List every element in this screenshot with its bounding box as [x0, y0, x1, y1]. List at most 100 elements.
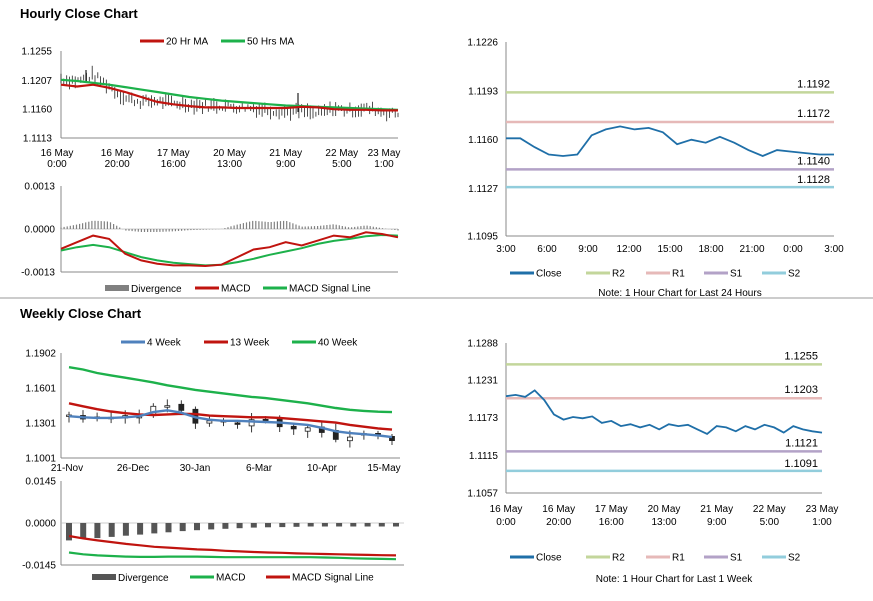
hourly-price-xtick-date: 17 May [157, 148, 190, 159]
weekly-close-xtick-date: 21 May [700, 504, 733, 515]
hourly-close-xtick: 3:00 [824, 244, 844, 255]
hourly-close-xtick: 21:00 [739, 244, 764, 255]
weekly-4week-line [68, 409, 393, 439]
hourly-macd-ytick: -0.0013 [21, 268, 55, 279]
weekly-macd-line [68, 551, 397, 561]
hourly-50hr-ma-line [60, 78, 399, 111]
hourly-close-ytick: 1.1226 [467, 38, 498, 49]
weekly-divergence-bar [122, 523, 129, 536]
hourly-close-close-line [506, 125, 834, 157]
hourly-price-xtick-time: 16:00 [161, 159, 186, 170]
hourly-close-xtick: 9:00 [578, 244, 598, 255]
weekly-close-xtick-time: 13:00 [651, 517, 676, 528]
weekly-candle-body [164, 405, 171, 408]
hourly-close-xtick: 3:00 [496, 244, 516, 255]
weekly-close-s1-label: 1.1121 [785, 437, 818, 449]
weekly-divergence-bar [307, 523, 314, 527]
weekly-candle-body [206, 420, 213, 424]
weekly-close-xtick-time: 0:00 [496, 517, 516, 528]
hourly-close-chart: 1.1226 1.1193 1.1160 1.1127 1.1095 1.1192 1.11… [467, 38, 844, 300]
hourly-macd-legend-label: MACD [221, 284, 250, 295]
weekly-divergence-bar [279, 523, 286, 528]
weekly-close-r1-label: 1.1203 [784, 384, 818, 396]
weekly-close-xtick-date: 16 May [490, 504, 523, 515]
weekly-divergence-bar [165, 523, 172, 533]
hourly-close-s2-legend-label: S2 [788, 269, 801, 280]
weekly-close-xtick-date: 22 May [753, 504, 786, 515]
weekly-13week-line [68, 402, 393, 431]
hourly-price-xtick-time: 9:00 [276, 159, 296, 170]
weekly-divergence-legend-swatch [92, 574, 116, 580]
hourly-close-note: Note: 1 Hour Chart for Last 24 Hours [598, 288, 761, 299]
weekly-close-chart: 1.1288 1.1231 1.1173 1.1115 1.1057 1.1255 1.12… [467, 339, 838, 586]
hourly-close-s1-label: 1.1140 [797, 155, 830, 167]
weekly-close-xtick-date: 23 May [806, 504, 839, 515]
weekly-divergence-bar [321, 523, 328, 527]
weekly-close-s2-label: 1.1091 [784, 458, 818, 470]
weekly-candle-body [234, 422, 241, 425]
weekly-close-xtick-time: 20:00 [546, 517, 571, 528]
hourly-close-r2-label: 1.1192 [797, 78, 830, 90]
weekly-close-ytick: 1.1173 [468, 413, 498, 424]
hourly-price-ytick: 1.1255 [21, 47, 52, 58]
weekly-candle-body [304, 427, 311, 432]
weekly-close-ytick: 1.1115 [469, 451, 499, 462]
hourly-macd-ytick: 0.0000 [24, 225, 55, 236]
hourly-price-xtick-date: 21 May [269, 148, 302, 159]
hourly-close-r1-legend-label: R1 [672, 269, 685, 280]
hourly-20hr-ma-line [60, 83, 398, 112]
hourly-close-ytick: 1.1193 [468, 86, 498, 97]
weekly-divergence-bar [236, 523, 243, 529]
weekly-4week-legend-label: 4 Week [147, 338, 182, 349]
weekly-divergence-bar [250, 523, 257, 528]
weekly-macd-chart: 0.0145 0.0000 -0.0145 Divergence MACD MACD Si… [22, 477, 404, 584]
weekly-close-ytick: 1.1231 [467, 376, 498, 387]
weekly-close-r1-legend-label: R1 [672, 553, 685, 564]
weekly-close-r2-legend-label: R2 [612, 553, 625, 564]
weekly-section-title: Weekly Close Chart [20, 306, 142, 321]
weekly-close-xtick-time: 5:00 [760, 517, 780, 528]
hourly-price-xtick-date: 20 May [213, 148, 246, 159]
weekly-divergence-bar [393, 523, 399, 527]
hourly-50hr-ma-legend-label: 50 Hrs MA [247, 37, 295, 48]
weekly-price-ytick: 1.1301 [25, 419, 56, 430]
hourly-price-xtick-date: 22 May [325, 148, 358, 159]
hourly-macd-line [60, 231, 399, 268]
weekly-close-ytick: 1.1288 [467, 339, 498, 350]
weekly-price-xtick: 21-Nov [51, 463, 83, 474]
hourly-price-xtick-time: 20:00 [105, 159, 130, 170]
hourly-price-xtick-date: 16 May [101, 148, 134, 159]
hourly-divergence-legend-swatch [105, 285, 129, 291]
weekly-divergence-bar [350, 523, 357, 527]
weekly-macd-signal-legend-label: MACD Signal Line [292, 573, 374, 584]
weekly-macd-ytick: 0.0145 [25, 477, 56, 488]
weekly-close-xtick-date: 17 May [595, 504, 628, 515]
weekly-close-r2-label: 1.1255 [784, 350, 818, 362]
hourly-20hr-ma-legend-label: 20 Hr MA [166, 37, 209, 48]
weekly-divergence-bar [364, 523, 371, 527]
hourly-macd-ytick: 0.0013 [24, 182, 55, 193]
weekly-price-xtick: 30-Jan [180, 463, 211, 474]
hourly-close-xtick: 6:00 [537, 244, 557, 255]
weekly-close-xtick-date: 16 May [542, 504, 575, 515]
weekly-40week-line [68, 366, 393, 414]
hourly-close-xtick: 18:00 [698, 244, 723, 255]
weekly-close-close-legend-label: Close [536, 553, 562, 564]
hourly-section-title: Hourly Close Chart [20, 6, 138, 21]
hourly-price-ytick: 1.1160 [22, 105, 52, 116]
weekly-divergence-bar [179, 523, 186, 532]
weekly-price-ytick: 1.1001 [25, 454, 56, 465]
hourly-close-ytick: 1.1127 [468, 184, 498, 195]
weekly-divergence-bar [151, 523, 158, 534]
weekly-divergence-bar [222, 523, 229, 529]
weekly-divergence-bar [265, 523, 271, 528]
hourly-price-ytick: 1.1207 [21, 76, 52, 87]
weekly-13week-legend-label: 13 Week [230, 338, 270, 349]
weekly-price-ytick: 1.1902 [25, 349, 56, 360]
hourly-price-xtick-time: 13:00 [217, 159, 242, 170]
hourly-close-xtick: 15:00 [657, 244, 682, 255]
hourly-price-xtick-time: 5:00 [332, 159, 352, 170]
weekly-close-close-line [505, 389, 823, 435]
